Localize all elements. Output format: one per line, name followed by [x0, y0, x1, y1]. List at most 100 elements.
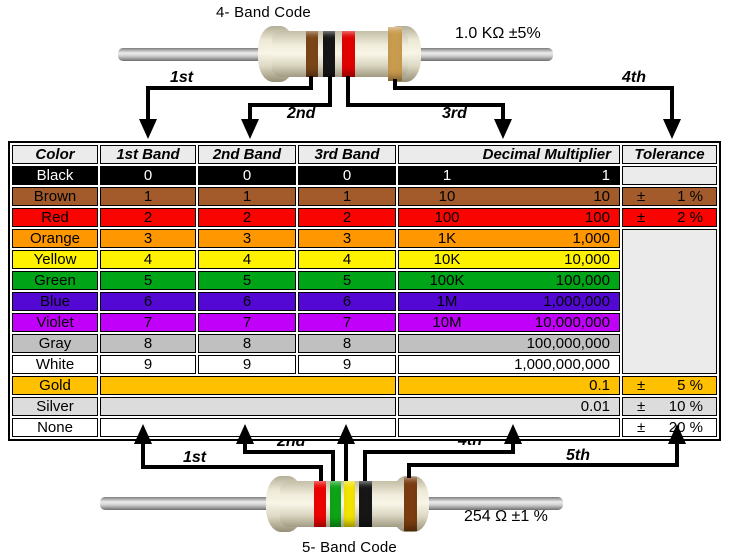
color-name-cell: Silver [12, 397, 98, 416]
multiplier-cell: 0.1 [398, 376, 620, 395]
table-row-blue: Blue 6 6 6 1M 1,000,000 [12, 292, 717, 311]
band2-cell: 6 [198, 292, 296, 311]
color-name-cell: None [12, 418, 98, 437]
band1-cell: 0 [100, 166, 196, 185]
arrow-line [346, 76, 350, 107]
multiplier-cell: 0.01 [398, 397, 620, 416]
band1-cell: 6 [100, 292, 196, 311]
band2-cell: 5 [198, 271, 296, 290]
arrow-line [146, 86, 313, 90]
table-row-brown: Brown 1 1 1 10 10 ±1 % [12, 187, 717, 206]
band3-cell: 0 [298, 166, 396, 185]
color-name-cell: Brown [12, 187, 98, 206]
arrow-line [363, 450, 367, 481]
multiplier-cell: 1,000,000,000 [398, 355, 620, 374]
arrow-line [141, 465, 323, 469]
band-2-green [330, 481, 341, 527]
band-4-black [359, 481, 372, 527]
band1-cell: 2 [100, 208, 196, 227]
table-row-green: Green 5 5 5 100K 100,000 [12, 271, 717, 290]
table-row-orange: Orange 3 3 3 1K 1,000 [12, 229, 717, 374]
band2-cell: 9 [198, 355, 296, 374]
band3-cell: 9 [298, 355, 396, 374]
color-name-cell: Red [12, 208, 98, 227]
arrow-label-5th: 5th [566, 447, 590, 464]
tolerance-cell: ±5 % [622, 376, 717, 395]
band1-cell: 5 [100, 271, 196, 290]
table-row-red: Red 2 2 2 100 100 ±2 % [12, 208, 717, 227]
color-name-cell: Gold [12, 376, 98, 395]
color-name-cell: Yellow [12, 250, 98, 269]
multiplier-cell: 10 10 [398, 187, 620, 206]
arrow-line [670, 86, 674, 120]
arrow-line [393, 86, 674, 90]
arrow-up-icon [236, 424, 254, 444]
band2-cell: 1 [198, 187, 296, 206]
band3-cell: 7 [298, 313, 396, 332]
color-name-cell: Blue [12, 292, 98, 311]
multiplier-cell: 10M 10,000,000 [398, 313, 620, 332]
arrow-up-icon [134, 424, 152, 444]
multiplier-cell: 1K 1,000 [398, 229, 620, 248]
band-1-red [314, 481, 326, 527]
multiplier-cell: 100 100 [398, 208, 620, 227]
arrow-line [675, 442, 679, 467]
arrow-up-icon [504, 424, 522, 444]
band1-cell: 4 [100, 250, 196, 269]
four-band-title: 4- Band Code [216, 4, 311, 21]
arrow-line [501, 103, 505, 120]
five-band-title: 5- Band Code [302, 539, 397, 556]
arrow-label-2nd: 2nd [287, 105, 316, 122]
band3-cell: 6 [298, 292, 396, 311]
band2-cell: 2 [198, 208, 296, 227]
five-band-spec-label: 254 Ω ±1 % [464, 508, 548, 525]
arrow-line [363, 450, 515, 454]
multiplier-cell: 100,000,000 [398, 334, 620, 353]
tolerance-cell [622, 166, 717, 185]
four-band-spec-label: 1.0 KΩ ±5% [455, 25, 541, 42]
arrow-line [319, 465, 323, 481]
arrow-down-icon [241, 119, 259, 139]
arrow-down-icon [494, 119, 512, 139]
arrow-line [243, 450, 335, 454]
tolerance-cell: ±1 % [622, 187, 717, 206]
band-4-gold [388, 27, 402, 81]
arrow-line [344, 442, 348, 481]
arrow-line [146, 86, 150, 120]
header-band1: 1st Band [100, 145, 196, 164]
arrow-line [141, 442, 145, 469]
five-band-body [280, 481, 406, 527]
band1-cell: 8 [100, 334, 196, 353]
header-multiplier: Decimal Multiplier [398, 145, 620, 164]
arrow-label-1st: 1st [170, 69, 194, 86]
band3-cell: 2 [298, 208, 396, 227]
multiplier-cell: 100K 100,000 [398, 271, 620, 290]
band-5-brown [404, 477, 417, 531]
arrow-line [407, 463, 679, 467]
tolerance-cell: ±2 % [622, 208, 717, 227]
band1-cell: 3 [100, 229, 196, 248]
arrow-line [346, 103, 505, 107]
band-3-yellow [344, 481, 355, 527]
band-3-red [342, 31, 355, 77]
arrow-line [331, 450, 335, 481]
table-row-gray: Gray 8 8 8 100,000,000 [12, 334, 717, 353]
color-name-cell: Black [12, 166, 98, 185]
arrow-label-4th: 4th [622, 69, 646, 86]
color-name-cell: Orange [12, 229, 98, 248]
band-2-black [323, 31, 335, 77]
header-band2: 2nd Band [198, 145, 296, 164]
color-name-cell: White [12, 355, 98, 374]
band3-cell: 8 [298, 334, 396, 353]
table-row-violet: Violet 7 7 7 10M 10,000,000 [12, 313, 717, 332]
band3-cell: 3 [298, 229, 396, 248]
band2-cell: 7 [198, 313, 296, 332]
multiplier-cell: 1M 1,000,000 [398, 292, 620, 311]
tolerance-cell: ±10 % [622, 397, 717, 416]
header-tolerance: Tolerance [622, 145, 717, 164]
arrow-down-icon [139, 119, 157, 139]
table-row-yellow: Yellow 4 4 4 10K 10,000 [12, 250, 717, 269]
